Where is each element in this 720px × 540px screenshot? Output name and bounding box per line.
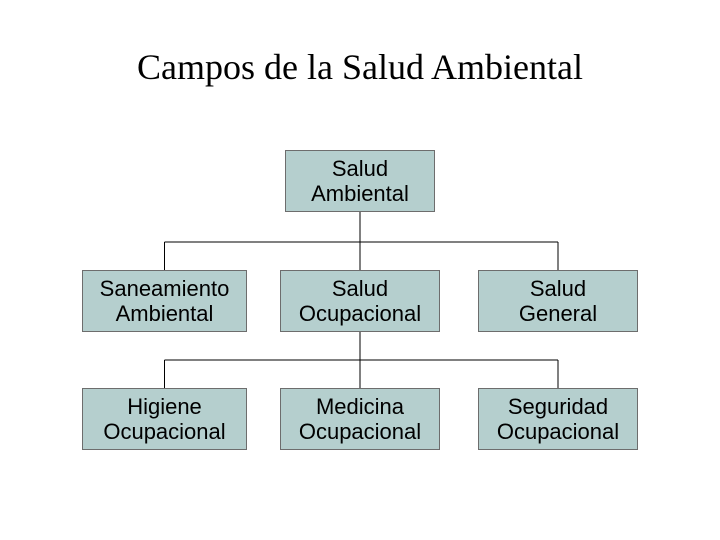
node-g1: Higiene Ocupacional xyxy=(82,388,247,450)
node-label: Salud Ocupacional xyxy=(299,276,421,327)
edge-root xyxy=(165,212,559,270)
node-label: Salud General xyxy=(519,276,597,327)
node-label: Higiene Ocupacional xyxy=(103,394,225,445)
node-label: Saneamiento Ambiental xyxy=(100,276,230,327)
node-c2: Salud Ocupacional xyxy=(280,270,440,332)
edge-c2 xyxy=(165,332,559,388)
node-root: Salud Ambiental xyxy=(285,150,435,212)
node-g2: Medicina Ocupacional xyxy=(280,388,440,450)
node-g3: Seguridad Ocupacional xyxy=(478,388,638,450)
node-label: Medicina Ocupacional xyxy=(299,394,421,445)
node-label: Salud Ambiental xyxy=(311,156,409,207)
node-label: Seguridad Ocupacional xyxy=(497,394,619,445)
page-title: Campos de la Salud Ambiental xyxy=(0,46,720,88)
node-c3: Salud General xyxy=(478,270,638,332)
node-c1: Saneamiento Ambiental xyxy=(82,270,247,332)
